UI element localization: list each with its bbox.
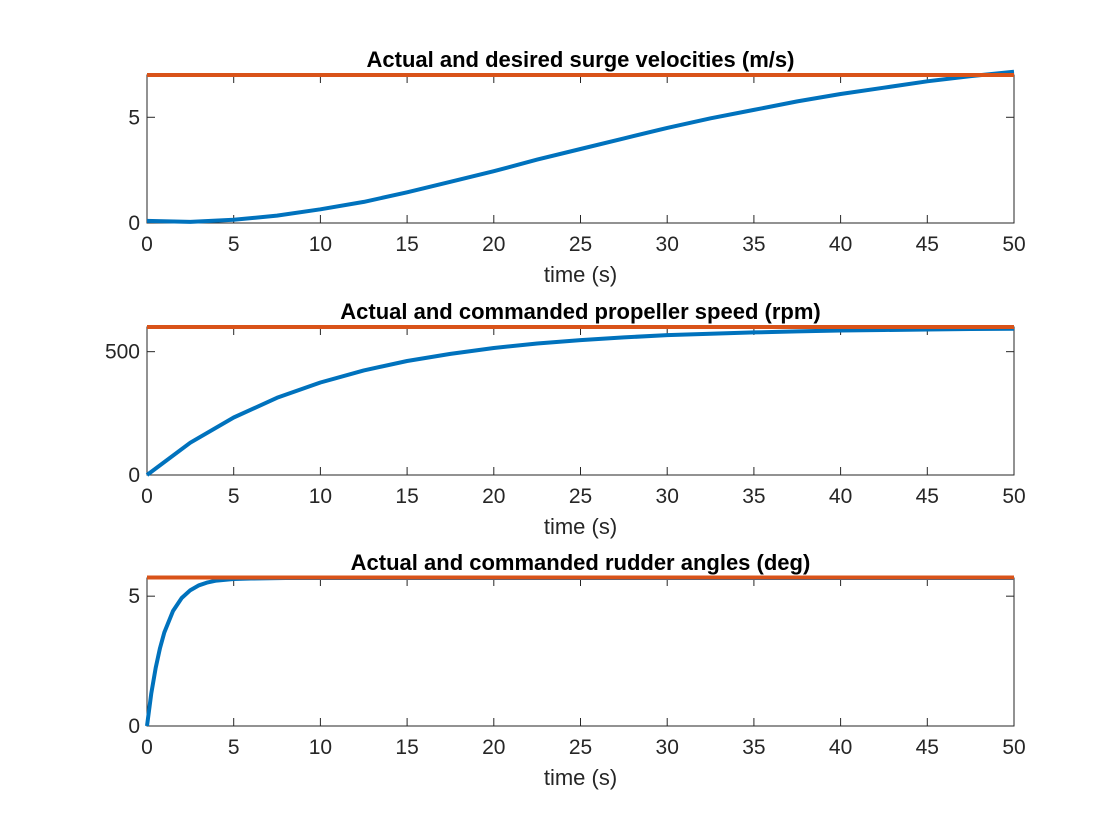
- axes-box: [146, 577, 1015, 727]
- series-line-1: [146, 69, 1015, 224]
- y-tick-label: 0: [128, 464, 140, 487]
- x-tick-label: 15: [395, 736, 418, 759]
- x-tick-label: 45: [916, 233, 939, 256]
- x-tick-label: 10: [309, 233, 332, 256]
- x-tick-label: 5: [228, 485, 240, 508]
- x-tick-label: 40: [829, 233, 852, 256]
- x-tick-label: 40: [829, 485, 852, 508]
- x-tick-label: 35: [742, 485, 765, 508]
- x-tick-label: 20: [482, 233, 505, 256]
- x-tick-label: 30: [656, 233, 679, 256]
- x-tick-label: 30: [656, 736, 679, 759]
- x-tick-label: 25: [569, 485, 592, 508]
- subplot-title: Actual and commanded propeller speed (rp…: [340, 299, 820, 324]
- x-tick-label: 20: [482, 485, 505, 508]
- x-tick-label: 25: [569, 233, 592, 256]
- y-tick-label: 0: [128, 715, 140, 738]
- x-tick-label: 45: [916, 736, 939, 759]
- x-tick-label: 15: [395, 233, 418, 256]
- x-tick-label: 45: [916, 485, 939, 508]
- axes-box: [146, 326, 1015, 476]
- x-tick-label: 0: [141, 736, 153, 759]
- x-tick-label: 35: [742, 736, 765, 759]
- x-tick-label: 35: [742, 233, 765, 256]
- x-tick-label: 50: [1002, 233, 1025, 256]
- y-tick-label: 5: [128, 585, 140, 608]
- x-tick-label: 0: [141, 485, 153, 508]
- x-axis-label: time (s): [544, 765, 617, 790]
- subplot-title: Actual and commanded rudder angles (deg): [351, 550, 811, 575]
- y-tick-label: 500: [105, 341, 140, 364]
- x-tick-label: 30: [656, 485, 679, 508]
- x-tick-label: 10: [309, 485, 332, 508]
- subplot-title: Actual and desired surge velocities (m/s…: [367, 47, 795, 72]
- x-tick-label: 50: [1002, 736, 1025, 759]
- subplot-3: 0 5 10 15 20 25 30 35 40 45 50 0 5 Actual and command…: [128, 550, 1025, 790]
- x-tick-label: 15: [395, 485, 418, 508]
- x-tick-label: 20: [482, 736, 505, 759]
- x-tick-label: 5: [228, 233, 240, 256]
- x-tick-label: 0: [141, 233, 153, 256]
- x-axis-label: time (s): [544, 514, 617, 539]
- x-tick-label: 40: [829, 736, 852, 759]
- x-tick-label: 50: [1002, 485, 1025, 508]
- x-tick-label: 5: [228, 736, 240, 759]
- y-tick-label: 5: [128, 106, 140, 129]
- x-tick-label: 25: [569, 736, 592, 759]
- x-axis-label: time (s): [544, 262, 617, 287]
- y-tick-label: 0: [128, 212, 140, 235]
- series-line-1: [145, 326, 1015, 477]
- subplot-1: 0 5 10 15 20 25 30 35 40 45 50 0 5 Actual and desired…: [128, 47, 1025, 287]
- x-tick-label: 10: [309, 736, 332, 759]
